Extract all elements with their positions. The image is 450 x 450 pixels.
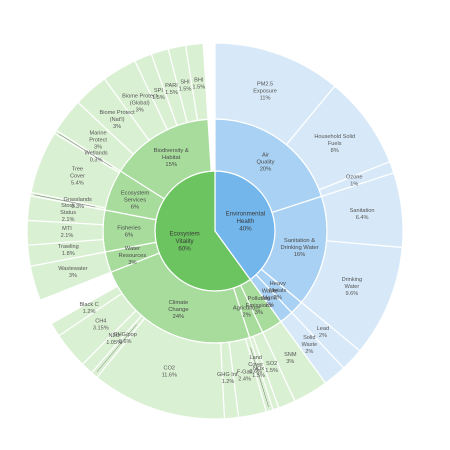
label-biome-protect-global: Biome Protect (Global) 3%: [122, 94, 158, 114]
label-household-solid-fuels: Household Solid Fuels 8%: [314, 134, 355, 154]
labels: Environmental Health 40% Air Quality 20% PM2.5…: [58, 78, 375, 385]
label-pari: PARI 1.5%: [165, 83, 178, 96]
label-biome-protect-nat-l: Biome Protect (Nat'l) 3%: [100, 110, 136, 130]
label-agriculture: Agriculture 2%: [233, 305, 261, 318]
label-ozone: Ozone 1%: [346, 175, 362, 188]
label-air-quality: Air Quality 20%: [256, 152, 274, 172]
label-grasslands: Grasslands 0.3%: [64, 197, 92, 210]
segments: [26, 42, 404, 420]
leader-lines: [34, 133, 269, 408]
leader-land-cover: [250, 347, 269, 408]
label-snm: SNM 3%: [284, 352, 297, 365]
label-nox: NOx 1.5%: [252, 366, 265, 379]
label-n2o: N2O 1.05%: [106, 333, 122, 346]
leader-grasslands: [34, 194, 96, 208]
label-drinking-water: Drinking Water 9.6%: [342, 278, 363, 298]
label-ecosystem-services: Ecosystem Services 6%: [121, 190, 150, 210]
label-shi: SHI 1.5%: [179, 80, 192, 93]
label-pollution-emissions: Pollution Emissions 3%: [246, 296, 273, 316]
label-co2: CO2 11.6%: [162, 366, 177, 379]
label-heavy-metals: Heavy Metals 2%: [269, 280, 286, 300]
label-ghg-int: GHG Int. 1.2%: [217, 372, 240, 385]
label-black-c: Black C 1.2%: [79, 303, 98, 316]
label-bhi: BHI 1.5%: [192, 78, 205, 91]
label-f-gas: F-Gas 2.4%: [237, 370, 253, 383]
segment-bhi[interactable]: [184, 42, 209, 122]
label-solid-waste: Solid Waste 2%: [301, 335, 317, 355]
label-spi: SPI 1.5%: [152, 88, 165, 101]
segment-black-c[interactable]: [50, 285, 123, 337]
label-wetlands: Wetlands 0.3%: [84, 151, 107, 164]
label-climate-change: Climate Change 24%: [168, 299, 188, 319]
label-wastewater: Wastewater 3%: [58, 266, 87, 279]
label-so2: SO2 1.5%: [265, 362, 278, 375]
label-waste-mgmt: Waste Mgmt 2%: [262, 288, 278, 308]
label-ecosystem-vitality: Ecosystem Vitality 60%: [169, 230, 199, 252]
label-sanitation-drinking-water: Sanitation & Drinking Water 16%: [280, 238, 318, 258]
label-environmental-health: Environmental Health 40%: [226, 210, 266, 232]
label-marine-protect: Marine Protect 3%: [89, 131, 107, 151]
label-mti: MTI 2.1%: [61, 226, 74, 239]
label-lead: Lead 2%: [317, 326, 329, 339]
label-land-cover: Land Cover 0.6%: [248, 355, 263, 375]
label-pm2-5-exposure: PM2.5 Exposure 11%: [253, 82, 277, 102]
label-trawling: Trawling 1.8%: [58, 244, 79, 257]
label-ghg-pop: GHG/pop 0.6%: [113, 332, 137, 345]
leader-ghg-pop: [96, 324, 137, 373]
label-ch4: CH4 3.15%: [93, 319, 109, 332]
leader-wetlands: [58, 133, 112, 167]
label-sanitation: Sanitation 6.4%: [350, 208, 375, 221]
label-fisheries: Fisheries 6%: [117, 225, 141, 238]
label-stock-status: Stock Status 2.1%: [60, 203, 76, 223]
label-biodiversity-habitat: Biodiversity & Habitat 15%: [154, 148, 189, 168]
label-tree-cover: Tree Cover 5.4%: [70, 167, 85, 187]
label-water-resources: Water Resources 3%: [119, 246, 147, 266]
